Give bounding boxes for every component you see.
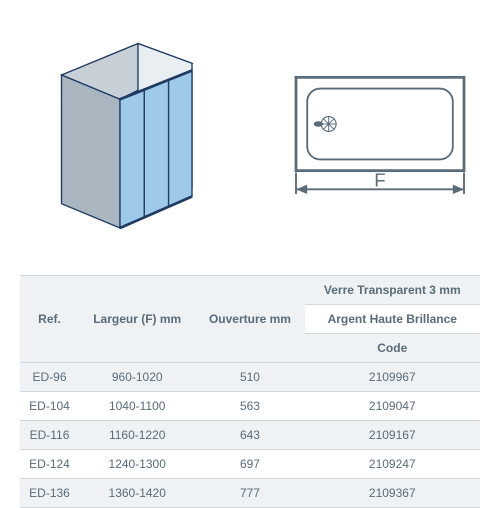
cell-opening: 697 xyxy=(195,450,304,479)
plan-diagram: F xyxy=(280,68,480,208)
spec-table: Ref. Largeur (F) mm Ouverture mm Verre T… xyxy=(20,275,480,508)
table-row: ED-136 1360-1420 777 2109367 xyxy=(20,479,480,508)
col-glass: Verre Transparent 3 mm xyxy=(305,276,480,305)
cell-code: 2109047 xyxy=(305,392,480,421)
cell-code: 2109167 xyxy=(305,421,480,450)
cell-ref: ED-116 xyxy=(20,421,79,450)
cell-opening: 643 xyxy=(195,421,304,450)
cell-width: 1160-1220 xyxy=(79,421,195,450)
cell-width: 1040-1100 xyxy=(79,392,195,421)
cell-code: 2109967 xyxy=(305,363,480,392)
col-code: Code xyxy=(305,334,480,363)
table-row: ED-116 1160-1220 643 2109167 xyxy=(20,421,480,450)
table-row: ED-96 960-1020 510 2109967 xyxy=(20,363,480,392)
cell-opening: 563 xyxy=(195,392,304,421)
cell-opening: 777 xyxy=(195,479,304,508)
col-ref: Ref. xyxy=(20,276,79,363)
cell-ref: ED-124 xyxy=(20,450,79,479)
cell-ref: ED-136 xyxy=(20,479,79,508)
cell-width: 960-1020 xyxy=(79,363,195,392)
col-width: Largeur (F) mm xyxy=(79,276,195,363)
cell-code: 2109367 xyxy=(305,479,480,508)
isometric-svg xyxy=(30,33,210,243)
table-row: ED-124 1240-1300 697 2109247 xyxy=(20,450,480,479)
cell-width: 1360-1420 xyxy=(79,479,195,508)
table-row: ED-104 1040-1100 563 2109047 xyxy=(20,392,480,421)
cell-opening: 510 xyxy=(195,363,304,392)
dimension-label: F xyxy=(374,169,385,190)
table-header: Ref. Largeur (F) mm Ouverture mm Verre T… xyxy=(20,276,480,363)
cell-code: 2109247 xyxy=(305,450,480,479)
diagram-row: F xyxy=(20,20,480,255)
page: F Ref. Largeur (F) mm Ouverture mm Verre… xyxy=(0,0,500,500)
col-finish: Argent Haute Brillance xyxy=(305,305,480,334)
cell-ref: ED-104 xyxy=(20,392,79,421)
plan-svg: F xyxy=(285,68,475,208)
cell-ref: ED-96 xyxy=(20,363,79,392)
isometric-diagram xyxy=(20,33,220,243)
table-body: ED-96 960-1020 510 2109967 ED-104 1040-1… xyxy=(20,363,480,508)
col-opening: Ouverture mm xyxy=(195,276,304,363)
cell-width: 1240-1300 xyxy=(79,450,195,479)
